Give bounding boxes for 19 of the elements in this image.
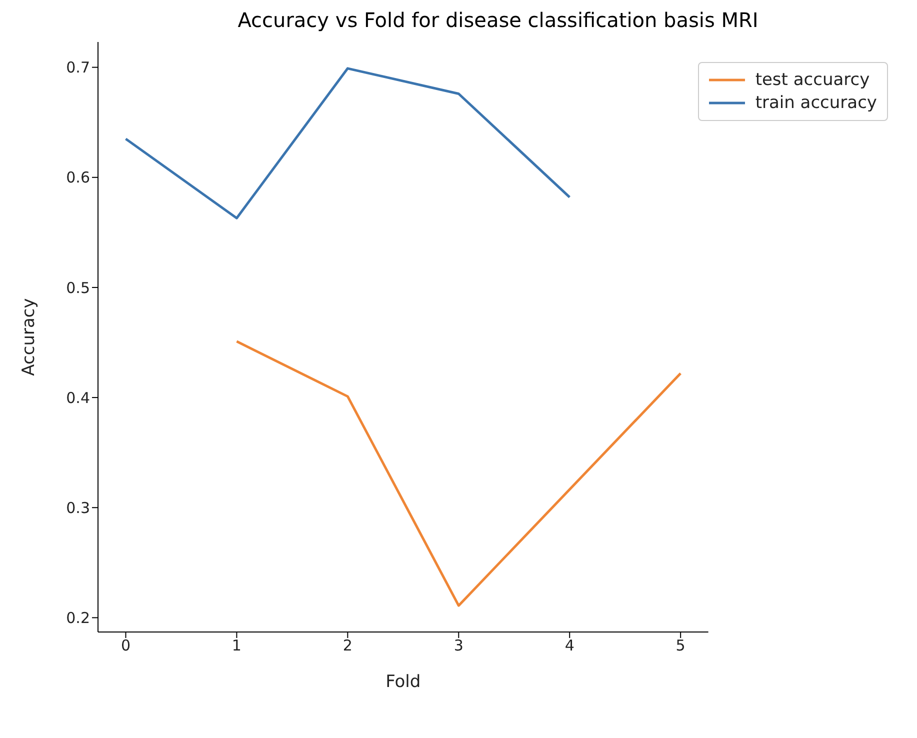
x-tick-label: 0: [120, 636, 131, 655]
x-axis-title: Fold: [386, 672, 421, 692]
y-tick-label: 0.4: [66, 388, 90, 407]
line-series: [235, 340, 682, 607]
y-tick-label: 0.5: [66, 278, 90, 297]
x-tick-label: 2: [342, 636, 352, 655]
x-tick-label: 3: [454, 636, 464, 655]
chart-title: Accuracy vs Fold for disease classification basis MRI: [236, 8, 760, 32]
x-tick-label: 5: [676, 636, 686, 655]
y-tick-label: 0.2: [66, 609, 90, 628]
x-tick-label: 1: [232, 636, 242, 655]
line-series: [124, 67, 571, 220]
y-tick-label: 0.6: [66, 168, 90, 187]
x-tick-label: 4: [564, 636, 574, 655]
y-tick-label: 0.7: [66, 58, 90, 77]
legend-label: test accuarcy: [755, 70, 870, 90]
y-axis-title: Accuracy: [19, 298, 40, 376]
y-tick-label: 0.3: [66, 498, 90, 517]
legend-label: train accuracy: [755, 93, 877, 113]
